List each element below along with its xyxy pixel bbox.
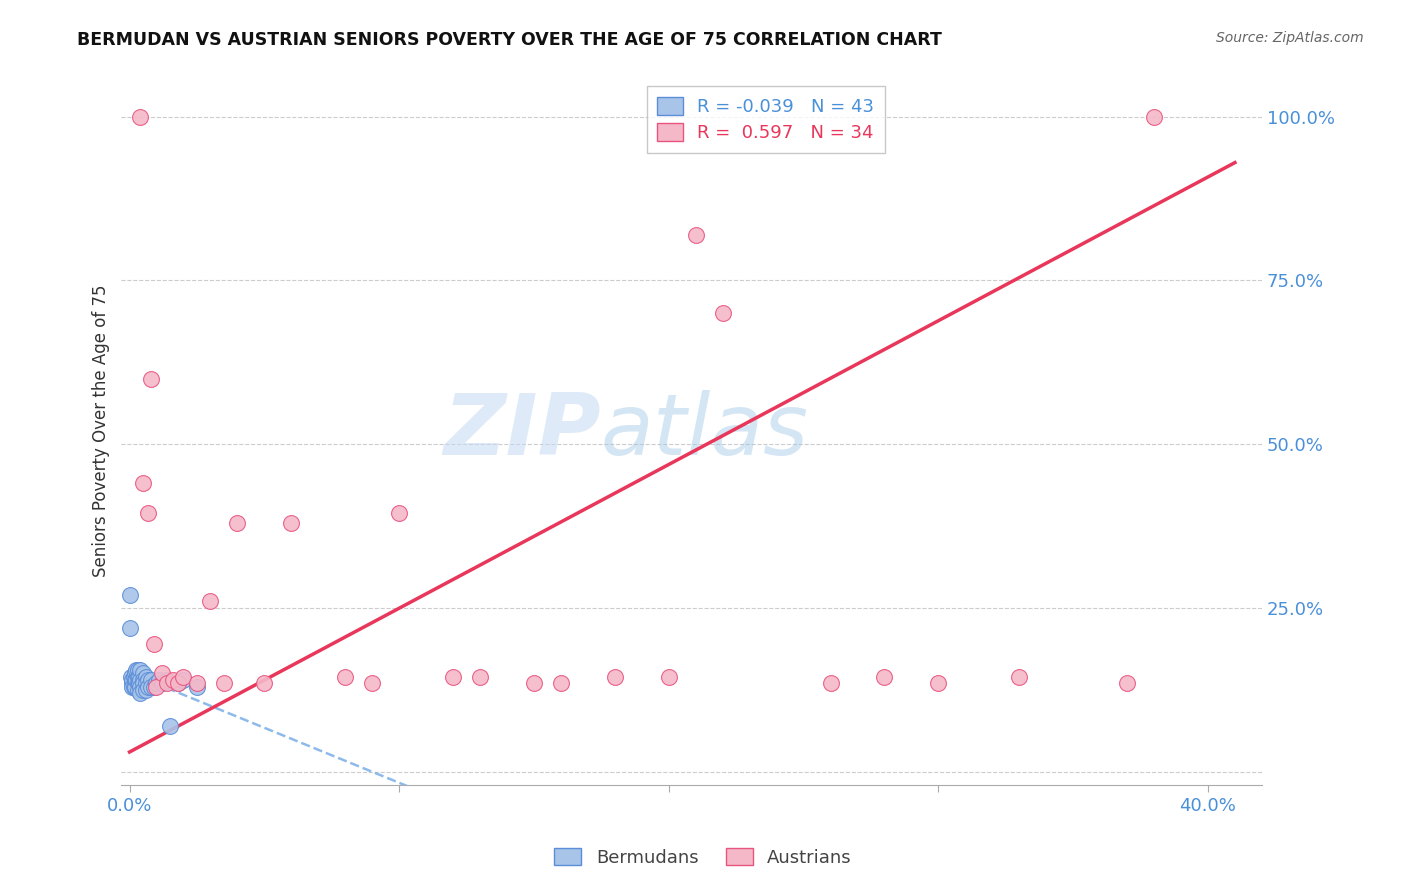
Point — [129, 680, 152, 694]
Point — [172, 673, 194, 687]
Point — [128, 670, 150, 684]
Point — [711, 306, 734, 320]
Point — [135, 682, 157, 697]
Point — [135, 676, 157, 690]
Point — [150, 676, 173, 690]
Point — [186, 680, 208, 694]
Point — [550, 676, 572, 690]
Point — [145, 680, 167, 694]
Point — [603, 670, 626, 684]
Text: BERMUDAN VS AUSTRIAN SENIORS POVERTY OVER THE AGE OF 75 CORRELATION CHART: BERMUDAN VS AUSTRIAN SENIORS POVERTY OVE… — [77, 31, 942, 49]
Point — [121, 676, 143, 690]
Point — [135, 670, 157, 684]
Point — [138, 673, 160, 687]
Point — [156, 676, 179, 690]
Point — [873, 670, 896, 684]
Point — [129, 663, 152, 677]
Point — [162, 673, 184, 687]
Point — [139, 680, 162, 694]
Y-axis label: Seniors Poverty Over the Age of 75: Seniors Poverty Over the Age of 75 — [93, 285, 110, 577]
Point — [139, 372, 162, 386]
Point — [186, 676, 208, 690]
Point — [139, 673, 162, 687]
Point — [685, 227, 707, 242]
Point — [132, 676, 155, 690]
Point — [118, 621, 141, 635]
Point — [138, 506, 160, 520]
Point — [142, 637, 165, 651]
Point — [127, 670, 149, 684]
Point — [361, 676, 384, 690]
Point — [121, 673, 143, 687]
Point — [167, 676, 190, 690]
Point — [468, 670, 491, 684]
Point — [118, 588, 141, 602]
Point — [127, 663, 149, 677]
Point — [129, 673, 152, 687]
Point — [226, 516, 249, 530]
Point — [1143, 110, 1166, 124]
Point — [212, 676, 235, 690]
Point — [129, 686, 152, 700]
Point — [124, 673, 146, 687]
Point — [335, 670, 357, 684]
Point — [167, 676, 190, 690]
Point — [128, 676, 150, 690]
Point — [145, 676, 167, 690]
Point — [253, 676, 276, 690]
Point — [150, 666, 173, 681]
Point — [820, 676, 842, 690]
Point — [280, 516, 302, 530]
Point — [142, 680, 165, 694]
Point — [159, 719, 181, 733]
Point — [132, 476, 155, 491]
Text: Source: ZipAtlas.com: Source: ZipAtlas.com — [1216, 31, 1364, 45]
Point — [121, 680, 143, 694]
Point — [172, 670, 194, 684]
Legend: R = -0.039   N = 43, R =  0.597   N = 34: R = -0.039 N = 43, R = 0.597 N = 34 — [647, 87, 884, 153]
Point — [132, 673, 155, 687]
Point — [127, 682, 149, 697]
Point — [138, 680, 160, 694]
Point — [441, 670, 464, 684]
Point — [132, 666, 155, 681]
Point — [124, 666, 146, 681]
Point — [127, 676, 149, 690]
Point — [125, 673, 148, 687]
Point — [129, 110, 152, 124]
Point — [125, 663, 148, 677]
Point — [132, 682, 155, 697]
Point — [120, 670, 142, 684]
Point — [927, 676, 949, 690]
Point — [388, 506, 411, 520]
Point — [122, 680, 145, 694]
Text: ZIP: ZIP — [443, 390, 600, 473]
Point — [200, 594, 222, 608]
Point — [156, 673, 179, 687]
Point — [122, 670, 145, 684]
Point — [658, 670, 681, 684]
Point — [148, 673, 170, 687]
Point — [523, 676, 546, 690]
Legend: Bermudans, Austrians: Bermudans, Austrians — [547, 841, 859, 874]
Point — [1116, 676, 1139, 690]
Point — [124, 680, 146, 694]
Text: atlas: atlas — [600, 390, 808, 473]
Point — [1008, 670, 1031, 684]
